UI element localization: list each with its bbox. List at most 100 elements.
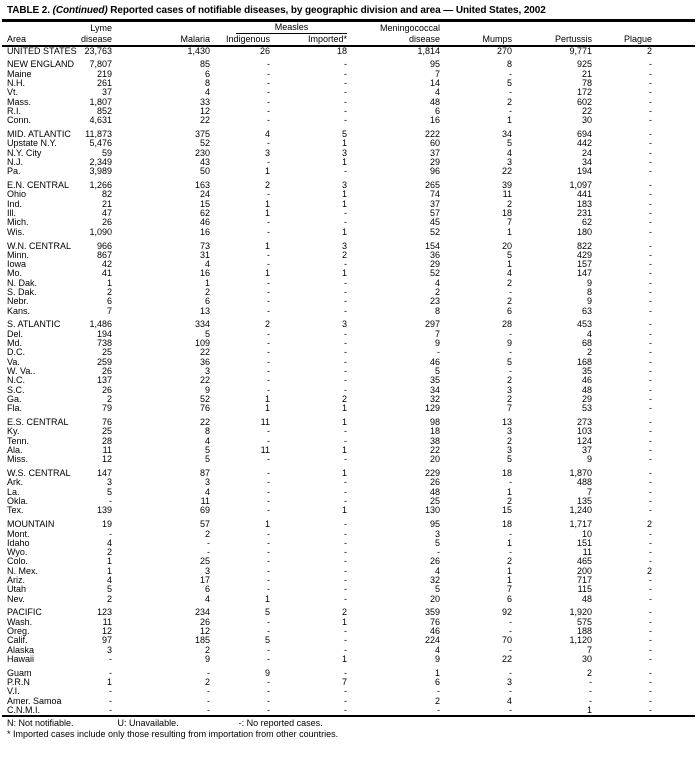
table-row: PACIFIC 123 234 5 2 359 92 1,920 - <box>2 607 695 618</box>
area-cell: Wash. <box>7 616 33 627</box>
table-row: Minn. 867 31 - 2 36 5 429 - <box>2 249 695 260</box>
value-cell: 1 <box>204 277 210 288</box>
table-row: Ariz. 4 17 - - 32 1 717 - <box>2 575 695 585</box>
value-cell: - <box>649 296 653 307</box>
value-cell: 5 <box>106 584 112 595</box>
filler-cell <box>652 167 695 176</box>
value-cell: 3 <box>435 528 441 539</box>
value-cell: 1 <box>587 705 593 716</box>
value-cell: - <box>344 305 348 316</box>
value-cell: 265 <box>424 180 441 191</box>
value-cell: 4 <box>204 87 210 98</box>
area-cell: R.I. <box>7 105 22 116</box>
value-cell: - <box>509 105 513 116</box>
value-cell: 70 <box>502 635 513 646</box>
area-cell: N. Mex. <box>7 565 39 576</box>
value-cell: 465 <box>576 556 593 567</box>
value-cell: - <box>267 87 270 98</box>
filler-cell <box>652 367 695 376</box>
value-cell: 2 <box>507 96 513 107</box>
value-cell: 48 <box>582 384 593 395</box>
table-row: Nebr. 6 6 - - 23 2 9 - <box>2 296 695 307</box>
value-cell: - <box>267 454 270 465</box>
value-cell: 2 <box>204 528 210 539</box>
table-row: Fla. 79 76 1 1 129 7 53 - <box>2 403 695 414</box>
value-cell: 738 <box>96 338 112 349</box>
value-cell: - <box>267 505 270 516</box>
footnote-legend: N: Not notifiable. U: Unavailable. -: No r… <box>7 718 695 729</box>
value-cell: 2 <box>647 45 653 56</box>
value-cell: - <box>649 338 653 349</box>
value-cell: 11 <box>200 496 210 507</box>
value-cell: 1 <box>342 189 348 200</box>
table-row: Wyo. 2 - - - - - 11 - <box>2 547 695 557</box>
filler-cell <box>652 297 695 306</box>
area-cell: Colo. <box>7 556 29 567</box>
value-cell: 11 <box>102 616 112 627</box>
value-cell: 62 <box>199 208 210 219</box>
value-cell: 16 <box>199 226 210 237</box>
table-row: Maine 219 6 - - 7 - 21 - <box>2 69 695 79</box>
value-cell: 3,989 <box>89 166 112 177</box>
table-row: MOUNTAIN 19 57 1 - 95 18 1,717 2 <box>2 519 695 530</box>
value-cell: - <box>649 356 653 367</box>
table-row: N.J. 2,349 43 - 1 29 3 34 - <box>2 157 695 167</box>
filler-cell <box>652 200 695 209</box>
value-cell: - <box>509 328 513 339</box>
col-group-measles: Measles <box>210 22 348 34</box>
value-cell: 5 <box>264 607 270 618</box>
value-cell: - <box>344 287 348 297</box>
value-cell: - <box>207 705 210 716</box>
value-cell: 30 <box>582 115 593 126</box>
value-cell: - <box>649 556 653 567</box>
value-cell: - <box>649 653 653 664</box>
table-row: D.C. 25 22 - - - - 2 - <box>2 347 695 358</box>
table-row: Alaska 3 2 - - 4 - 7 - <box>2 644 695 655</box>
col-header-plague: Plague <box>592 33 653 47</box>
area-cell: S.C. <box>7 384 25 395</box>
value-cell: - <box>344 537 348 548</box>
table-row: Tenn. 28 4 - - 38 2 124 - <box>2 435 695 446</box>
value-cell: 5 <box>106 486 112 497</box>
value-cell: - <box>649 403 653 414</box>
area-cell: Amer. Samoa <box>7 695 62 706</box>
table-row: Upstate N.Y. 5,476 52 - 1 60 5 442 - <box>2 138 695 149</box>
area-cell: Nebr. <box>7 296 29 307</box>
value-cell: 1,717 <box>569 519 593 530</box>
value-cell: - <box>649 635 653 646</box>
value-cell: - <box>267 226 270 237</box>
value-cell: 5 <box>507 454 513 465</box>
table-row: Okla. - 11 - - 25 2 135 - <box>2 496 695 507</box>
value-cell: 8 <box>507 59 513 70</box>
value-cell: 147 <box>96 468 112 479</box>
value-cell: 867 <box>96 249 112 260</box>
value-cell: 1 <box>342 403 348 414</box>
value-cell: - <box>649 584 653 595</box>
table-row: N. Mex. 1 3 - - 4 1 200 2 <box>2 565 695 576</box>
table-row: Guam - - 9 - 1 - 2 - <box>2 668 695 678</box>
value-cell: - <box>267 616 270 627</box>
area-cell: S. Dak. <box>7 287 37 297</box>
value-cell: 74 <box>430 189 441 200</box>
value-cell: - <box>509 644 513 655</box>
table-row: Mo. 41 16 1 1 52 4 147 - <box>2 269 695 279</box>
table-row: Wis. 1,090 16 - 1 52 1 180 - <box>2 226 695 237</box>
area-cell: Vt. <box>7 87 19 98</box>
value-cell: 261 <box>96 77 112 88</box>
value-cell: - <box>344 347 348 358</box>
area-cell: Ohio <box>7 189 27 200</box>
value-cell: 28 <box>101 435 112 446</box>
value-cell: 3 <box>342 180 348 191</box>
value-cell: - <box>267 138 270 149</box>
value-cell: 52 <box>430 226 441 237</box>
area-cell: Kans. <box>7 305 31 316</box>
value-cell: 925 <box>576 59 593 70</box>
value-cell: - <box>509 477 513 488</box>
data-table: Lyme Measles Meningococcal Area disease … <box>2 22 696 716</box>
header-spacer <box>652 22 695 34</box>
value-cell: - <box>344 626 348 637</box>
value-cell: - <box>649 59 653 70</box>
table-row: Calif. 97 185 5 - 224 70 1,120 - <box>2 635 695 646</box>
table-title: TABLE 2. (Continued) Reported cases of n… <box>2 3 695 19</box>
filler-cell <box>652 251 695 260</box>
